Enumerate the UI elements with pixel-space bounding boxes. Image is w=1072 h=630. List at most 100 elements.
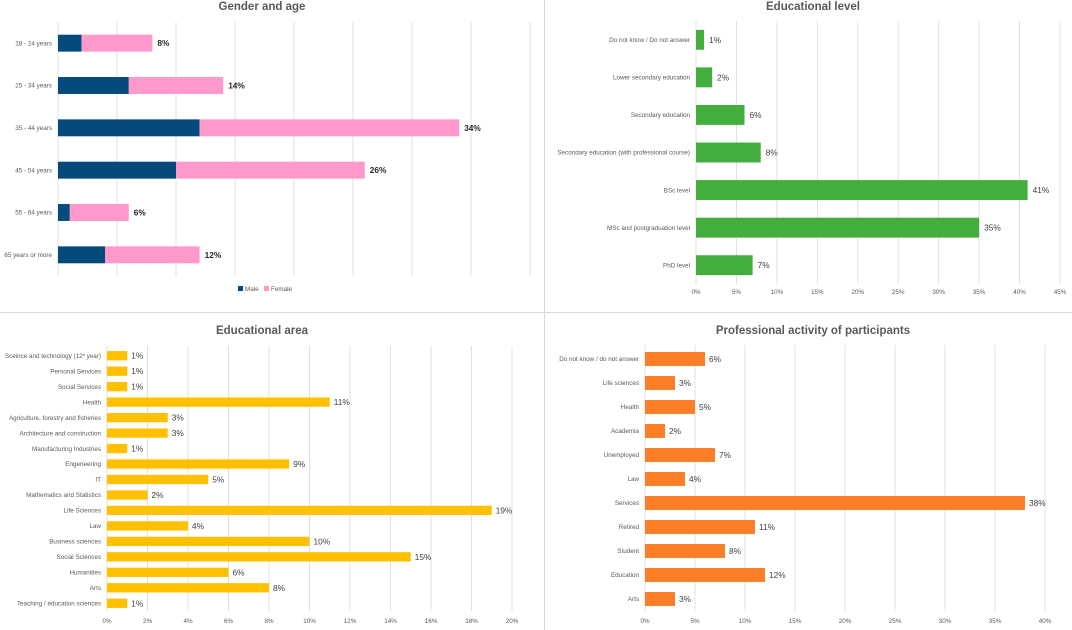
x-tick-label: 16% [425, 618, 438, 625]
category-label-do-not-know-do-not-answer: Do not know / do not answer [559, 356, 639, 363]
bar-social-services [107, 382, 128, 392]
chart-title: Gender and age [219, 1, 306, 13]
x-tick-label: 6% [224, 618, 234, 625]
bar-total-label: 26% [370, 165, 387, 175]
bar-male-65-years-or-more [58, 246, 106, 264]
bar-male-45-54-years [58, 161, 176, 179]
horizontal-divider [0, 312, 1072, 313]
bar-value-label: 3% [172, 428, 185, 438]
chart-professional-activity: Professional activity of participants 0% 5… [548, 318, 1072, 630]
category-label-education: Education [611, 572, 640, 579]
bar-female-65-years-or-more [105, 246, 200, 264]
bar-unemployed [645, 448, 715, 462]
bar-value-label: 1% [131, 382, 144, 392]
bar-value-label: 15% [415, 552, 432, 562]
bar-education [645, 568, 765, 582]
bar-value-label: 1% [131, 351, 144, 361]
bar-male-35-44-years [58, 119, 200, 137]
bar-total-label: 34% [464, 123, 481, 133]
bar-lower-secondary-education [696, 67, 713, 88]
bar-female-45-54-years [176, 161, 365, 179]
category-label-engeneering: Engeneering [65, 461, 101, 468]
bar-life-sciences [645, 376, 675, 390]
bar-social-sciences [107, 552, 411, 562]
chart-gender-and-age: Gender and age 18 - 24 years 8% 25 - 34 yea… [0, 0, 540, 310]
bar-value-label: 41% [1033, 185, 1050, 195]
category-label-personal-services: Personal Services [50, 368, 101, 375]
category-label-life-sciences: Life sciences [603, 380, 639, 387]
bar-value-label: 11% [334, 397, 351, 407]
x-tick-label: 2% [143, 618, 153, 625]
bar-secondary-education [696, 104, 745, 125]
category-label-msc-and-postgraduation-level: MSc and postgraduation level [607, 225, 690, 232]
bar-male-55-64-years [58, 204, 70, 221]
bar-value-label: 8% [729, 546, 742, 556]
x-tick-label: 40% [1013, 289, 1026, 296]
educational-area-svg: Educational area 0% 2% 4% 6% 8% 10% 12% 14% 16% 18… [5, 325, 519, 625]
bar-student [645, 544, 725, 558]
bar-female-18-24-years [81, 34, 153, 52]
vertical-divider [544, 0, 545, 630]
x-tick-label: 12% [344, 618, 357, 625]
category-label-secondary-education: Secondary education [631, 112, 691, 119]
bar-bsc-level [696, 180, 1028, 201]
bar-do-not-know-do-not-answer [645, 352, 705, 366]
bar-value-label: 3% [679, 378, 692, 388]
bar-value-label: 38% [1029, 498, 1046, 508]
bar-health [107, 397, 330, 407]
bar-male-18-24-years [58, 34, 82, 52]
chart-title: Professional activity of participants [716, 325, 910, 337]
bar-female-35-44-years [199, 119, 460, 137]
bar-value-label: 2% [717, 72, 730, 82]
category-label-agriculture-forestry-and-fisheries: Agriculture, forestry and fisheries [9, 415, 101, 422]
category-label-academia: Academia [611, 428, 639, 435]
x-tick-label: 15% [789, 618, 802, 625]
bar-value-label: 2% [152, 490, 165, 500]
category-label-arts: Arts [628, 596, 639, 603]
category-label-55-64-years: 55 - 64 years [15, 210, 52, 217]
bar-value-label: 4% [192, 521, 205, 531]
bar-secondary-education-with-professional-course [696, 142, 761, 163]
x-tick-label: 45% [1054, 289, 1067, 296]
bar-value-label: 6% [750, 110, 763, 120]
category-label-student: Student [617, 548, 639, 555]
category-label-law: Law [627, 476, 639, 483]
category-label-manufacturing-industries: Manufacturing Industries [32, 446, 101, 453]
x-tick-label: 25% [892, 289, 905, 296]
bar-value-label: 3% [679, 594, 692, 604]
category-label-do-not-know-do-not-answer: Do not know / Do not answer [609, 37, 690, 44]
x-tick-label: 10% [739, 618, 752, 625]
x-tick-label: 10% [303, 618, 316, 625]
category-label-law: Law [89, 523, 101, 530]
bar-it [107, 474, 209, 485]
category-label-social-services: Social Services [58, 384, 101, 391]
bar-female-55-64-years [69, 204, 129, 221]
professional-activity-svg: Professional activity of participants 0% 5… [559, 325, 1052, 625]
bar-personal-services [107, 366, 128, 376]
chart-title: Educational area [216, 325, 309, 337]
bar-value-label: 19% [496, 505, 513, 515]
category-label-35-44-years: 35 - 44 years [15, 125, 52, 132]
bar-value-label: 10% [314, 536, 331, 546]
bar-value-label: 1% [131, 598, 144, 608]
bar-arts [645, 592, 675, 606]
bar-value-label: 6% [709, 354, 722, 364]
category-label-social-sciences: Social Sciences [57, 554, 101, 561]
bar-value-label: 5% [212, 475, 225, 485]
x-tick-label: 18% [465, 618, 478, 625]
x-tick-label: 30% [932, 289, 945, 296]
bar-total-label: 6% [134, 208, 147, 218]
bar-value-label: 3% [172, 413, 185, 423]
x-tick-label: 5% [690, 618, 700, 625]
bar-total-label: 8% [157, 38, 170, 48]
category-label-arts: Arts [90, 585, 101, 592]
chart-title: Educational level [766, 1, 860, 13]
x-tick-label: 10% [771, 289, 784, 296]
x-tick-label: 20% [839, 618, 852, 625]
category-label-services: Services [615, 500, 639, 507]
category-label-teaching-education-sciences: Teaching / education sciences [17, 600, 101, 607]
bar-phd-level [696, 255, 753, 276]
category-label-architecture-and-construction: Architecture and construction [19, 430, 101, 437]
x-tick-label: 0% [691, 289, 701, 296]
x-tick-label: 4% [183, 618, 193, 625]
